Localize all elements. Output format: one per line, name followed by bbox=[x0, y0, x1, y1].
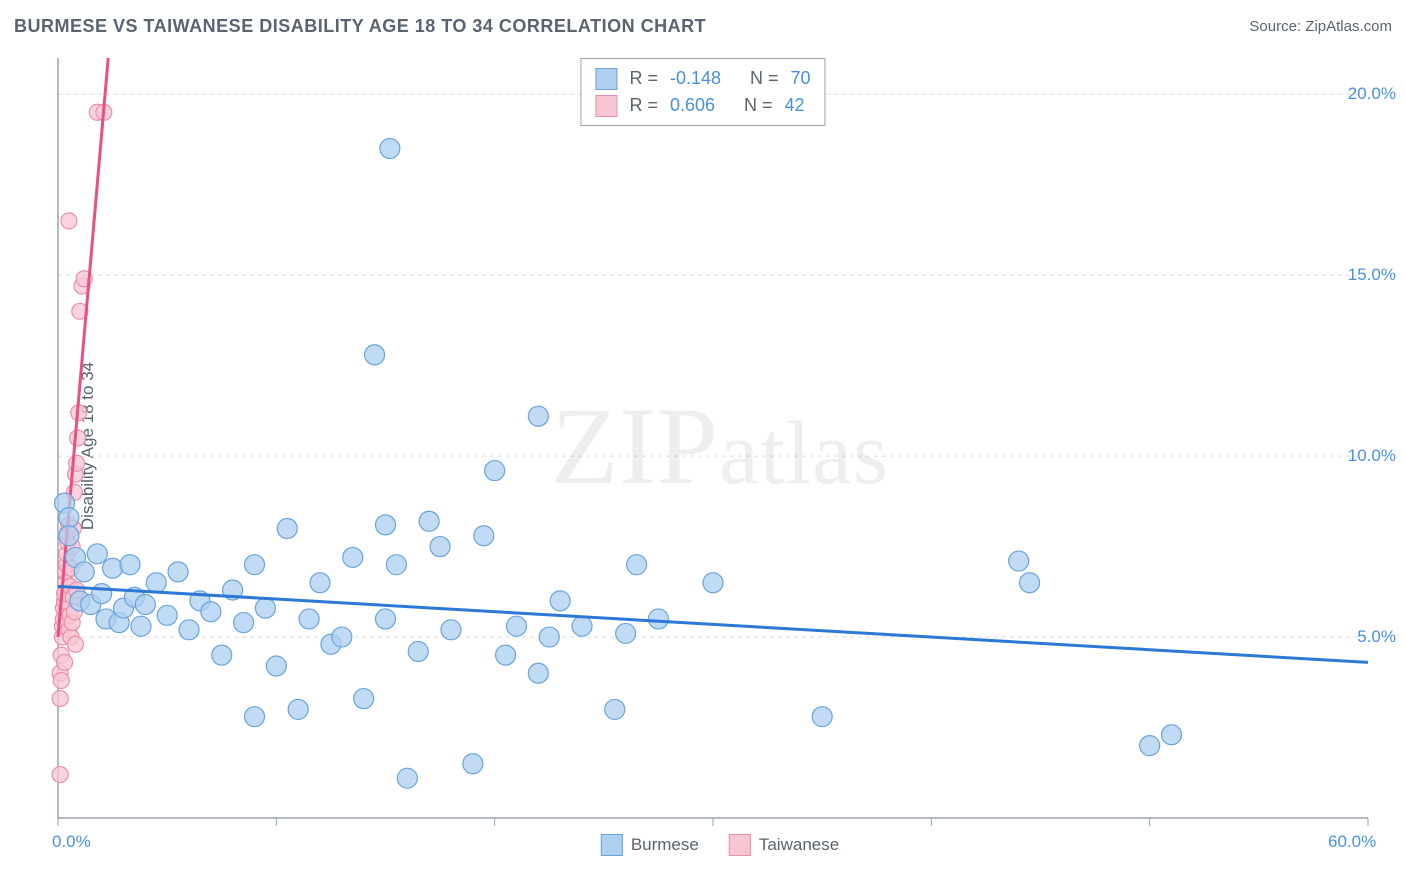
stats-row-burmese: R = -0.148 N = 70 bbox=[595, 65, 810, 92]
stats-swatch-burmese bbox=[595, 68, 617, 90]
source-link[interactable]: ZipAtlas.com bbox=[1305, 18, 1392, 35]
legend-label-burmese: Burmese bbox=[631, 835, 699, 855]
stats-r-taiwanese: 0.606 bbox=[670, 92, 715, 119]
y-tick-label: 15.0% bbox=[1348, 265, 1396, 285]
source-prefix: Source: bbox=[1249, 18, 1305, 35]
stats-r-label: R = bbox=[629, 65, 658, 92]
legend-item-burmese: Burmese bbox=[601, 834, 699, 856]
y-tick-label: 5.0% bbox=[1357, 627, 1396, 647]
legend-label-taiwanese: Taiwanese bbox=[759, 835, 839, 855]
y-tick-label: 10.0% bbox=[1348, 446, 1396, 466]
chart-title: BURMESE VS TAIWANESE DISABILITY AGE 18 T… bbox=[14, 16, 706, 37]
legend-swatch-burmese bbox=[601, 834, 623, 856]
stats-row-taiwanese: R = 0.606 N = 42 bbox=[595, 92, 810, 119]
chart-area: ZIPatlas 5.0%10.0%15.0%20.0% 0.0%60.0% B… bbox=[48, 58, 1392, 848]
scatter-chart bbox=[48, 58, 1392, 848]
stats-n-label-2: N = bbox=[744, 92, 773, 119]
x-tick-label: 60.0% bbox=[1328, 832, 1376, 852]
stats-swatch-taiwanese bbox=[595, 95, 617, 117]
stats-n-taiwanese: 42 bbox=[785, 92, 805, 119]
x-tick-label: 0.0% bbox=[52, 832, 91, 852]
stats-r-burmese: -0.148 bbox=[670, 65, 721, 92]
stats-n-label: N = bbox=[750, 65, 779, 92]
legend-swatch-taiwanese bbox=[729, 834, 751, 856]
series-legend: Burmese Taiwanese bbox=[601, 834, 839, 856]
stats-n-burmese: 70 bbox=[791, 65, 811, 92]
y-tick-label: 20.0% bbox=[1348, 84, 1396, 104]
source-attribution: Source: ZipAtlas.com bbox=[1249, 18, 1392, 35]
legend-item-taiwanese: Taiwanese bbox=[729, 834, 839, 856]
stats-legend: R = -0.148 N = 70 R = 0.606 N = 42 bbox=[580, 58, 825, 126]
stats-r-label-2: R = bbox=[629, 92, 658, 119]
